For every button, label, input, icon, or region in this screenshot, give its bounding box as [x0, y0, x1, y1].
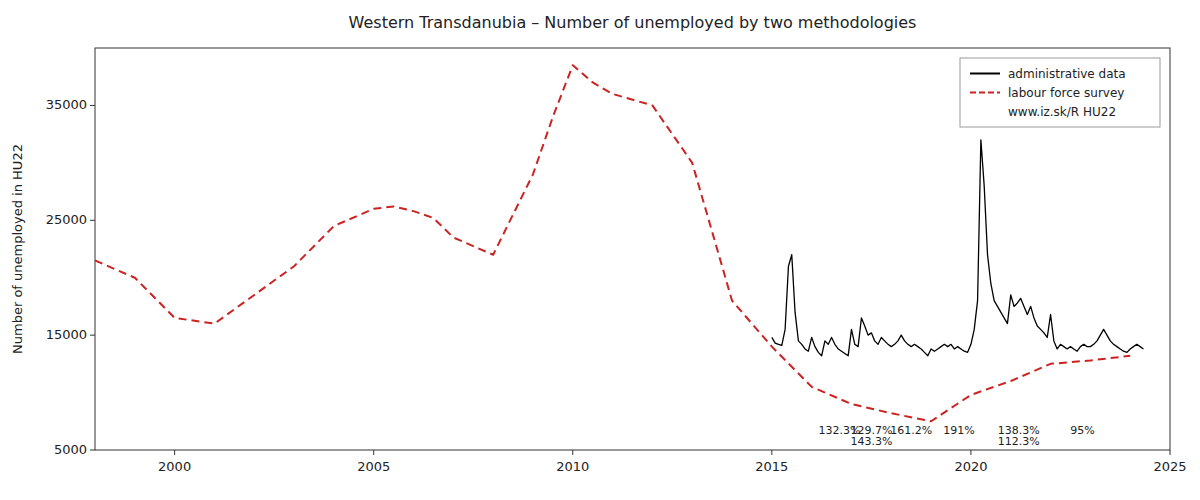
- annotation: 161.2%: [890, 424, 932, 437]
- legend-source: www.iz.sk/R HU22: [1008, 105, 1116, 119]
- plot-frame: [95, 48, 1170, 450]
- y-tick-label: 35000: [46, 97, 87, 112]
- y-tick: [90, 450, 95, 451]
- x-tick-label: 2010: [556, 459, 589, 474]
- series-line: [772, 140, 1144, 356]
- y-tick: [90, 335, 95, 336]
- legend-swatch: [970, 73, 1000, 75]
- y-tick-label: 5000: [54, 442, 87, 457]
- x-tick-label: 2020: [954, 459, 987, 474]
- x-tick-label: 2005: [357, 459, 390, 474]
- x-tick: [970, 450, 971, 455]
- x-tick-label: 2000: [158, 459, 191, 474]
- x-axis: 2000 2005 2010 2015 2020 2025: [158, 450, 1186, 474]
- x-tick-label: 2025: [1153, 459, 1186, 474]
- y-tick: [90, 220, 95, 221]
- x-tick: [1170, 450, 1171, 455]
- x-tick-label: 2015: [755, 459, 788, 474]
- x-tick: [771, 450, 772, 455]
- y-axis: 5000 15000 25000 35000: [46, 97, 95, 457]
- annotation: 143.3%: [850, 435, 892, 448]
- legend-box: [960, 58, 1160, 127]
- annotation: 191%: [943, 424, 974, 437]
- legend-label: labour force survey: [1008, 86, 1124, 100]
- legend-swatch: [970, 92, 1000, 94]
- title: Western Transdanubia – Number of unemplo…: [349, 13, 917, 32]
- annotations: 132.3%129.7%161.2%191%138.3%95%143.3%112…: [819, 424, 1095, 448]
- legend-label: administrative data: [1008, 67, 1126, 81]
- x-tick: [373, 450, 374, 455]
- annotation: 112.3%: [998, 435, 1040, 448]
- y-tick-label: 25000: [46, 212, 87, 227]
- chart: Western Transdanubia – Number of unemplo…: [0, 0, 1200, 500]
- x-tick: [572, 450, 573, 455]
- annotation: 95%: [1070, 424, 1094, 437]
- legend: administrative data labour force survey ww…: [960, 58, 1160, 127]
- y-tick: [90, 105, 95, 106]
- y-axis-label: Number of unemployed in HU22: [10, 144, 25, 354]
- x-tick: [174, 450, 175, 455]
- y-tick-label: 15000: [46, 327, 87, 342]
